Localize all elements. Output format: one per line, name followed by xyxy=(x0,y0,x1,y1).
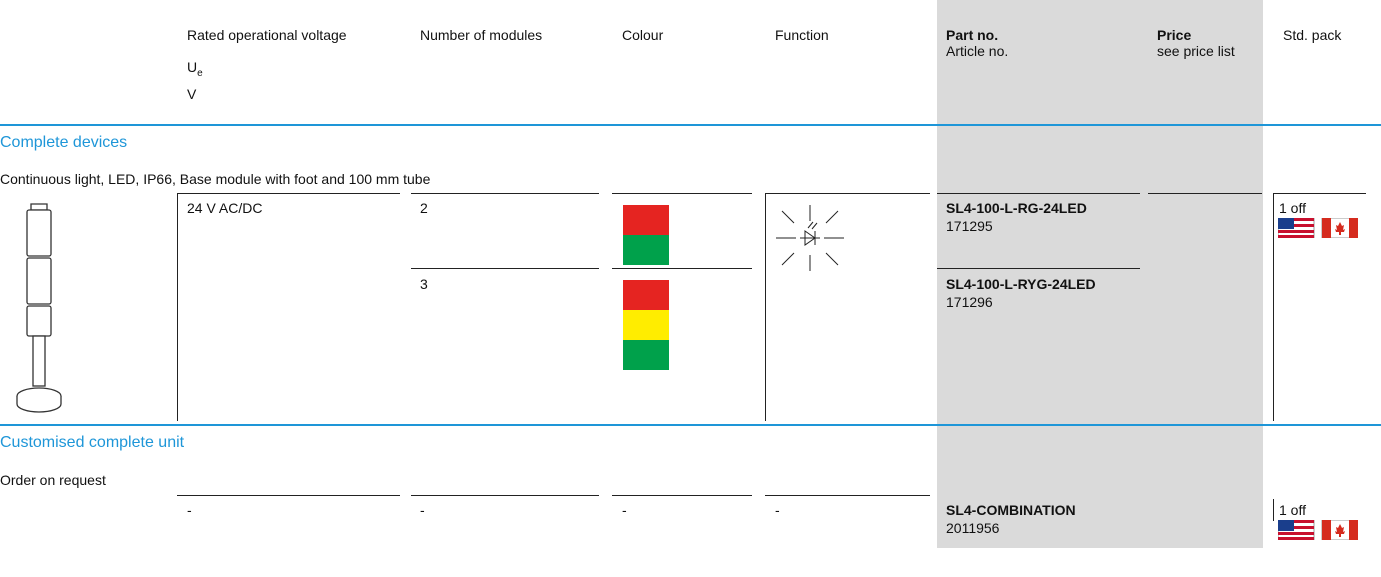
rule xyxy=(177,193,400,194)
header-price-sub: see price list xyxy=(1157,43,1235,59)
section-rule xyxy=(0,424,1381,426)
rule xyxy=(765,495,930,496)
rule xyxy=(612,495,752,496)
article-no: 171295 xyxy=(946,218,993,234)
modules: - xyxy=(420,502,425,518)
header-modules: Number of modules xyxy=(420,27,543,43)
rule xyxy=(765,193,766,421)
colour: - xyxy=(622,502,627,518)
std-pack: 1 off xyxy=(1279,200,1306,216)
rule xyxy=(411,268,599,269)
rule xyxy=(1273,193,1274,421)
part-no: SL4-COMBINATION xyxy=(946,502,1076,518)
symbol-sub: e xyxy=(197,67,203,79)
header-unit: V xyxy=(187,86,197,102)
header-price: Price xyxy=(1157,27,1192,43)
rule xyxy=(765,193,930,194)
rule xyxy=(177,193,178,421)
rule xyxy=(937,268,1140,269)
header-function: Function xyxy=(775,27,829,43)
product-image xyxy=(16,203,62,413)
voltage: 24 V AC/DC xyxy=(187,200,263,216)
rule xyxy=(411,193,599,194)
flags xyxy=(1278,520,1358,540)
colour-swatch xyxy=(623,340,669,370)
symbol: U xyxy=(187,59,198,75)
rule xyxy=(177,495,400,496)
rule xyxy=(1148,193,1262,194)
section-title: Complete devices xyxy=(0,134,128,151)
section-description: Order on request xyxy=(0,472,106,488)
function-symbol xyxy=(776,205,844,271)
header-voltage: Rated operational voltage xyxy=(187,27,347,43)
section-title: Customised complete unit xyxy=(0,434,185,451)
rule xyxy=(411,495,599,496)
header-std-pack: Std. pack xyxy=(1283,27,1342,43)
flags xyxy=(1278,218,1358,238)
article-no: 171296 xyxy=(946,294,993,310)
header-colour: Colour xyxy=(622,27,664,43)
section-rule xyxy=(0,124,1381,126)
colour-swatch xyxy=(623,235,669,265)
highlight-column xyxy=(937,0,1263,548)
article-no: 2011956 xyxy=(946,520,1000,536)
voltage: - xyxy=(187,502,192,518)
rule xyxy=(612,268,752,269)
header-part: Part no. xyxy=(946,27,999,43)
function: - xyxy=(775,502,780,518)
colour-swatch xyxy=(623,280,669,310)
rule xyxy=(937,193,1140,194)
rule xyxy=(1273,499,1274,521)
rule xyxy=(612,193,752,194)
header-article: Article no. xyxy=(946,43,1009,59)
std-pack: 1 off xyxy=(1279,502,1306,518)
section-description: Continuous light, LED, IP66, Base module… xyxy=(0,171,431,187)
colour-swatch xyxy=(623,310,669,340)
part-no: SL4-100-L-RYG-24LED xyxy=(946,276,1096,292)
colour-swatch xyxy=(623,205,669,235)
part-no: SL4-100-L-RG-24LED xyxy=(946,200,1087,216)
rule xyxy=(1273,193,1366,194)
modules: 3 xyxy=(420,276,428,292)
modules: 2 xyxy=(420,200,428,216)
header-symbol: Ue xyxy=(187,59,203,79)
